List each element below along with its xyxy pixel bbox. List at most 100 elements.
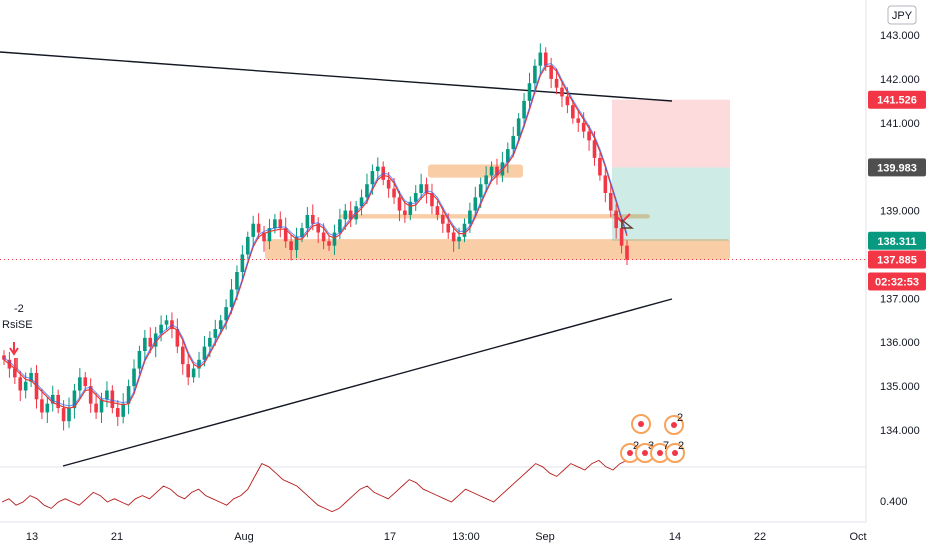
candle-body [451,232,456,242]
candle-body [365,184,369,198]
candle-body [235,272,239,290]
candle-body [457,236,461,242]
event-badge-2-label: 7 [663,440,669,452]
candle-body [527,83,532,101]
event-badge-flag-dot [638,421,644,427]
candle-body [500,162,505,176]
candle-body [202,346,207,360]
candle-body [554,78,559,88]
candle-body [262,232,266,242]
candle-body [625,245,629,260]
zone-resistance-box[interactable] [428,164,523,178]
candle-body [489,166,494,176]
currency-box[interactable] [887,5,917,25]
candle-body [88,386,93,404]
time-tick-label: 13 [26,531,38,543]
candle-body [468,210,472,224]
candle-body [61,408,66,422]
candle-body [191,368,196,378]
time-tick-label: 14 [669,531,681,543]
candle-body [603,175,608,193]
candle-body [143,337,147,351]
candle-body [289,241,293,251]
time-tick-label: Oct [849,531,866,543]
candle-body [462,223,467,237]
candle-body [473,197,478,211]
zone-support-main[interactable] [265,239,730,260]
event-badge-3-label: 2 [678,440,684,452]
candle-body [121,403,125,417]
candle-body [538,52,543,66]
candle-body [224,307,228,321]
candle-body [560,87,564,97]
signal-marker-icon [621,218,634,229]
candle-body [256,223,261,233]
candle-body [251,223,255,237]
trendline-upper[interactable] [0,51,673,102]
indicator-value-label: -2 [14,303,24,315]
candle-body [283,228,288,242]
candle-body [132,368,136,387]
time-tick-label: Sep [535,531,555,543]
candle-body [376,166,380,172]
indicator-tick-label: 0.400 [880,496,908,508]
candle-body [78,377,82,391]
candle-body [267,228,272,242]
time-tick-label: 22 [754,531,766,543]
candle-body [67,408,71,422]
candle-body [148,337,153,347]
time-tick-label: Aug [234,531,254,543]
event-badge-top-label: 2 [677,412,683,424]
event-badge-0-dot [627,450,633,456]
candle-body [441,214,445,224]
price-tag-last [868,250,926,269]
price-tick-label: 136.000 [880,337,920,349]
price-tag-entry-text: 139.983 [877,162,917,174]
price-tag-last-text: 137.885 [877,254,917,266]
price-tick-label: 137.000 [880,293,920,305]
price-tag-target-text: 138.311 [877,236,916,248]
candle-body [495,166,499,176]
candle-body [348,210,353,220]
candle-body [516,118,521,136]
candle-body [126,386,131,404]
candle-body [18,377,23,391]
candle-body [164,320,169,325]
candle-body [484,175,488,185]
candle-body [229,289,234,308]
candle-body [305,214,310,229]
countdown-tag [868,272,926,291]
reward-zone[interactable] [612,167,730,241]
price-tick-label: 141.000 [880,118,920,130]
candle-body [576,118,581,123]
event-badge-3-dot [672,450,678,456]
price-tag-stop-text: 141.526 [877,95,917,107]
candle-body [56,394,60,409]
candle-body [522,100,526,119]
event-badge-2-dot [657,450,663,456]
candle-body [619,228,624,246]
candle-body [549,65,553,79]
candle-body [327,241,331,246]
candle-body [543,52,548,66]
price-tick-label: 134.000 [880,425,920,437]
price-tag-entry [868,158,926,177]
candle-body [392,188,396,198]
candle-body [424,184,429,193]
candle-body [354,206,358,220]
zone-support-band[interactable] [340,214,650,219]
event-badge-1-dot [642,450,648,456]
time-tick-label: 13:00 [452,531,480,543]
signal-bar [14,358,18,370]
candle-body [343,210,348,220]
candle-body [332,232,337,246]
candle-body [110,390,115,409]
candle-body [94,403,98,413]
candle-body [175,329,180,347]
price-tick-label: 139.000 [880,206,920,218]
trendline-lower[interactable] [62,298,673,467]
risk-zone[interactable] [612,99,730,168]
candle-body [294,236,299,251]
